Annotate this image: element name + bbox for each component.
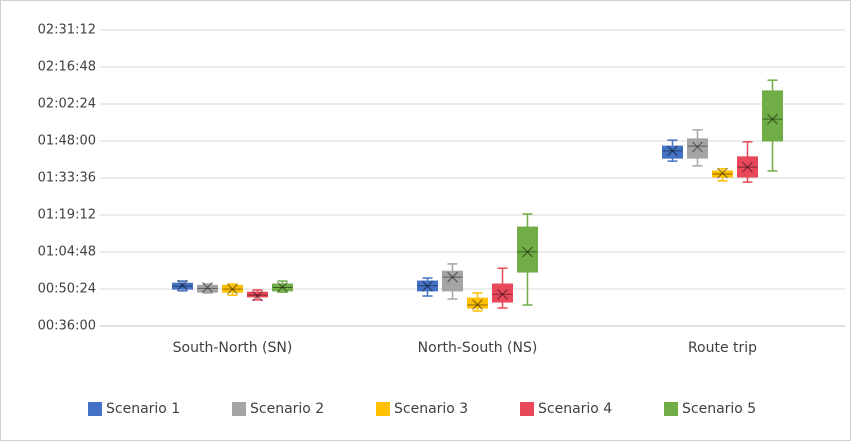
legend-swatch [520,402,534,416]
mean-marker [742,161,753,173]
mean-marker [522,246,533,258]
x-tick-label: Route trip [688,340,757,356]
y-tick-label: 01:33:36 [38,171,96,186]
mean-marker [422,280,433,292]
legend-swatch [88,402,102,416]
mean-marker [767,113,778,125]
mean-marker [227,283,238,295]
mean-marker [252,290,263,302]
legend-swatch [376,402,390,416]
box [492,283,513,303]
mean-marker [717,167,728,179]
box [247,291,268,298]
box [517,226,538,273]
box [197,284,218,293]
box [222,284,243,293]
box [712,170,733,178]
legend-swatch [232,402,246,416]
mean-marker [177,279,188,291]
box [662,145,683,159]
y-tick-label: 01:48:00 [38,134,96,149]
legend-label: Scenario 4 [538,401,612,417]
box [762,90,783,142]
mean-marker [277,281,288,293]
legend-label: Scenario 3 [394,401,468,417]
y-tick-label: 00:36:00 [38,319,96,334]
box [417,280,438,292]
mean-marker [447,271,458,283]
legend-swatch [664,402,678,416]
legend-label: Scenario 5 [682,401,756,417]
y-tick-label: 02:31:12 [38,23,96,38]
box [467,297,488,309]
box [687,138,708,159]
mean-marker [472,299,483,311]
y-tick-label: 01:04:48 [38,245,96,260]
mean-marker [497,288,508,300]
legend-label: Scenario 2 [250,401,324,417]
y-tick-label: 01:19:12 [38,208,96,223]
mean-marker [692,141,703,153]
y-tick-label: 00:50:24 [38,282,96,297]
x-tick-label: South-North (SN) [173,340,293,356]
box [172,282,193,290]
y-tick-label: 02:16:48 [38,60,96,75]
x-tick-label: North-South (NS) [418,340,538,356]
legend-label: Scenario 1 [106,401,180,417]
box [737,156,758,178]
mean-marker [202,282,213,293]
mean-marker [667,145,678,157]
box [442,270,463,292]
box [272,283,293,292]
y-tick-label: 02:02:24 [38,97,96,112]
